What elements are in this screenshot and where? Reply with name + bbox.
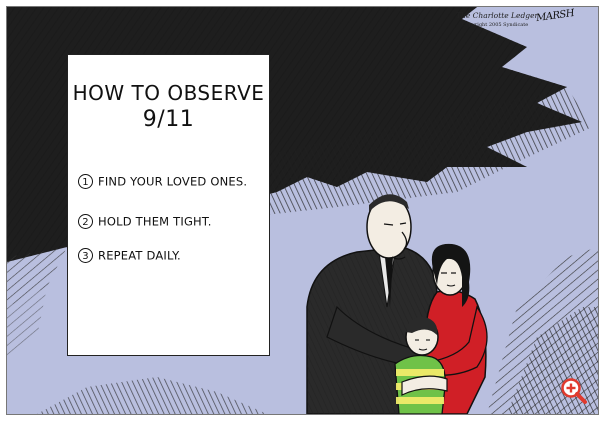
item-text: HOLD THEM TIGHT. bbox=[98, 214, 212, 229]
sign-item: 2 HOLD THEM TIGHT. bbox=[78, 214, 212, 229]
item-number: 2 bbox=[78, 214, 93, 229]
zoom-in-icon bbox=[561, 378, 587, 404]
child-figure bbox=[394, 316, 448, 414]
sign-date: 9/11 bbox=[142, 107, 195, 132]
item-number: 1 bbox=[78, 174, 93, 189]
publication-name: The Charlotte Ledger bbox=[456, 11, 539, 20]
sign-item: 3 REPEAT DAILY. bbox=[78, 248, 181, 263]
artist-signature: The Charlotte Ledger Copyright 2005 Synd… bbox=[454, 7, 594, 41]
cartoon-frame: HOW TO OBSERVE 9/11 1 FIND YOUR LOVED ONE… bbox=[6, 6, 599, 415]
item-text: REPEAT DAILY. bbox=[98, 248, 181, 263]
item-number: 3 bbox=[78, 248, 93, 263]
sign-item: 1 FIND YOUR LOVED ONES. bbox=[78, 174, 247, 189]
observance-sign: HOW TO OBSERVE 9/11 1 FIND YOUR LOVED ONE… bbox=[67, 54, 270, 356]
artist-name: MARSH bbox=[535, 7, 575, 25]
zoom-in-button[interactable] bbox=[560, 377, 588, 405]
copyright-line: Copyright 2005 Syndicate bbox=[462, 22, 529, 28]
item-text: FIND YOUR LOVED ONES. bbox=[98, 174, 248, 189]
sign-title: HOW TO OBSERVE bbox=[72, 81, 265, 105]
